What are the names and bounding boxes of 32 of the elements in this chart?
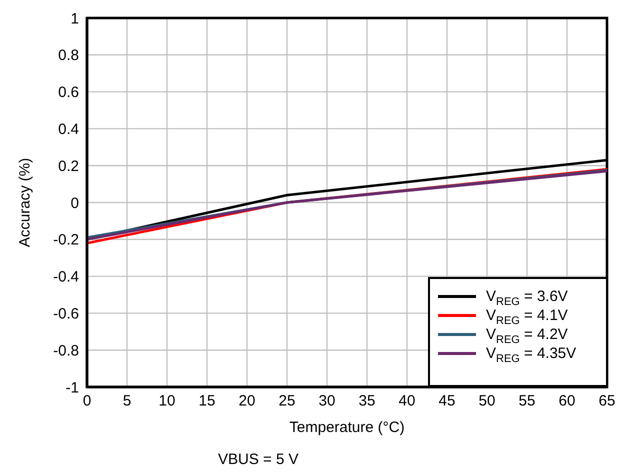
x-tick-label: 55 <box>518 392 536 410</box>
x-tick-label: 40 <box>398 392 416 410</box>
y-tick-label: 1 <box>70 10 79 28</box>
text: VBUS = 5 V <box>218 451 298 468</box>
x-tick-label: 5 <box>122 392 132 410</box>
legend-label: V$_{REG}$ = 3.6V <box>486 287 568 308</box>
y-tick-label: -0.8 <box>53 342 79 360</box>
legend-label: V$_{REG}$ = 4.35V <box>486 344 576 365</box>
legend-label: V$_{REG}$ = 4.2V <box>486 325 568 346</box>
y-tick-label: -0.2 <box>53 232 79 249</box>
x-tick-label: 30 <box>318 392 336 410</box>
x-tick-label: 10 <box>158 392 176 410</box>
y-tick-label: 0 <box>70 194 79 212</box>
x-tick-label: 60 <box>558 392 576 410</box>
y-tick-label: 0.8 <box>58 47 79 64</box>
x-tick-label: 45 <box>438 392 456 410</box>
x-tick-label: 20 <box>238 392 256 410</box>
y-tick-label: 0.6 <box>58 84 79 102</box>
y-tick-label: 0.2 <box>58 158 79 175</box>
x-tick-label: 65 <box>598 392 616 410</box>
x-tick-label: 50 <box>478 392 496 410</box>
x-tick-label: 35 <box>358 392 376 410</box>
x-axis-title: Temperature (°C) <box>289 419 405 436</box>
y-tick-label: -0.6 <box>53 306 79 323</box>
y-tick-label: 0.4 <box>58 121 79 138</box>
y-tick-label: -1 <box>66 379 79 396</box>
legend-label: V$_{REG}$ = 4.1V <box>486 306 568 327</box>
x-tick-label: 0 <box>82 392 92 410</box>
y-axis-title: Accuracy (%) <box>16 158 34 248</box>
x-tick-label: 15 <box>198 392 216 410</box>
x-tick-label: 25 <box>278 392 296 410</box>
y-tick-label: -0.4 <box>53 268 79 286</box>
